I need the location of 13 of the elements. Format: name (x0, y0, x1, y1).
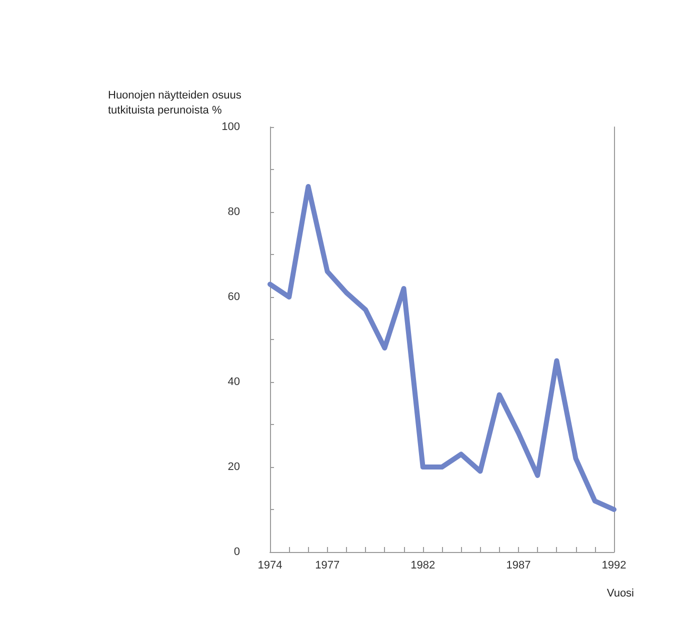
y-tick-label: 100 (222, 121, 240, 133)
x-axis-title: Vuosi (606, 588, 634, 600)
x-tick-label: 1977 (315, 560, 340, 572)
y-tick-label: 40 (228, 376, 240, 388)
y-tick-label: 0 (234, 546, 240, 558)
y-tick-label: 20 (228, 461, 240, 473)
x-tick-label: 1974 (258, 560, 282, 572)
y-axis-title: Huonojen näytteiden osuus tutkituista perunoista % (108, 90, 244, 116)
y-tick-label: 80 (228, 206, 240, 218)
x-tick-label: 1992 (602, 560, 626, 572)
x-tick-label: 1982 (410, 560, 436, 572)
x-tick-label: 1987 (506, 560, 531, 572)
y-tick-label: 60 (228, 291, 240, 303)
